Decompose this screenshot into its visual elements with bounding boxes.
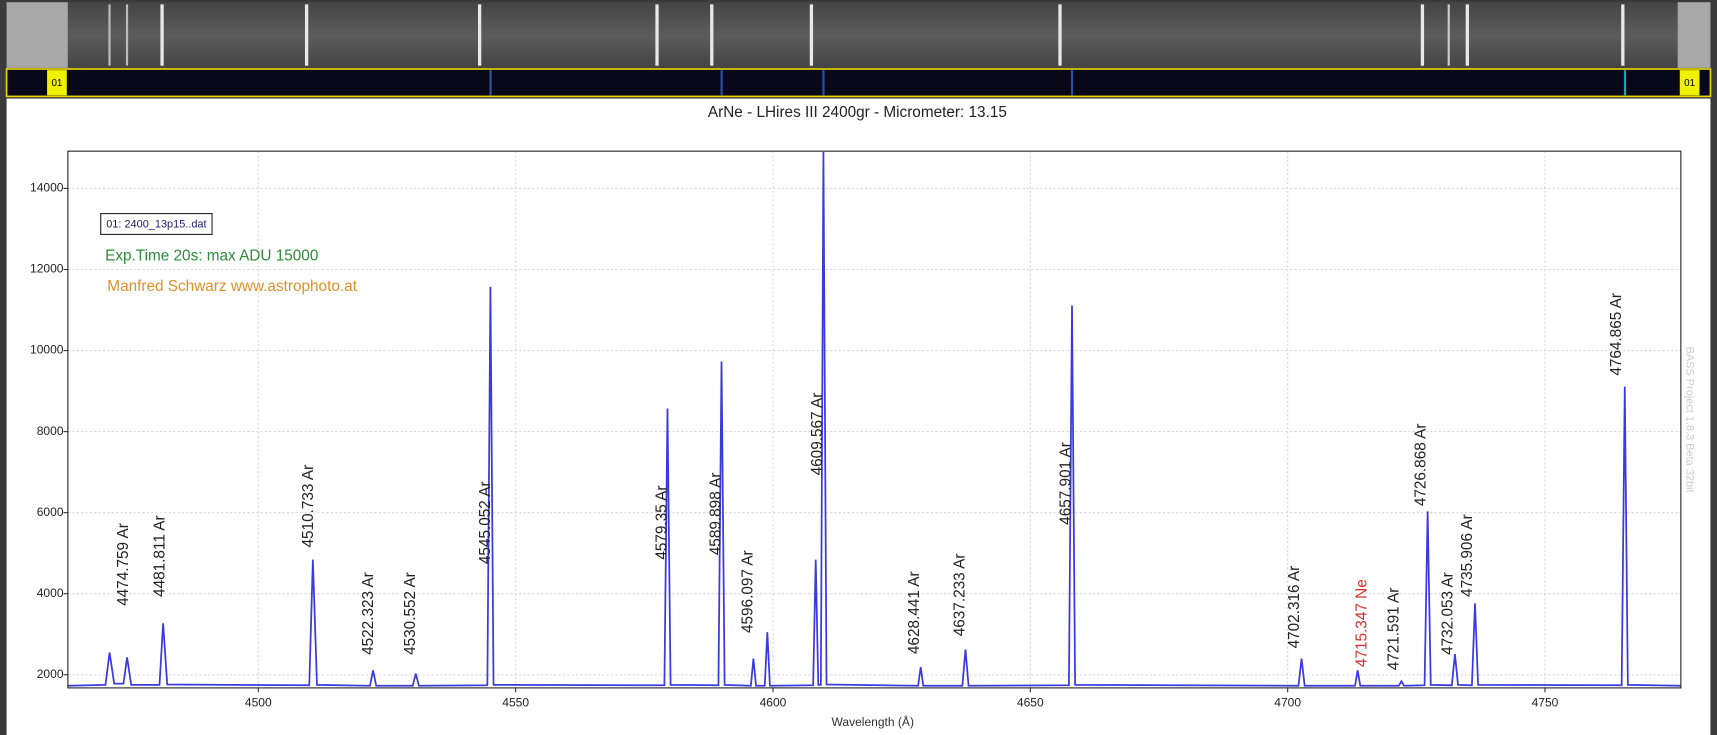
x-tick-label: 4600 [760,695,787,709]
peak-label: 4545.052 Ar [477,481,494,564]
strip-label-box [47,70,67,96]
peak-label: 4735.906 Ar [1459,514,1476,597]
spectrum-line [67,151,1681,687]
peak-label: 4474.759 Ar [115,523,132,606]
color-bar [5,68,1712,98]
peak-label: 4609.567 Ar [809,393,826,476]
peak-label: 4481.811 Ar [151,515,168,597]
strip-side [1677,2,1711,68]
spectrum-strip [67,2,1678,68]
strip-label: 01 [51,78,62,89]
peak-label: 4579.35 Ar [653,486,670,560]
peak-label: 4702.316 Ar [1286,566,1303,649]
legend-label: 01: 2400_13p15..dat [106,218,206,230]
strip-label-box [1679,70,1700,96]
x-axis-label: Wavelength (Å) [832,714,914,729]
peak-label: 4657.901 Ar [1058,442,1075,525]
x-tick-label: 4500 [245,695,272,709]
legend-box [100,213,213,235]
y-tick-label: 8000 [37,424,64,438]
peak-label: 4522.323 Ar [360,572,377,655]
peak-label: 4637.233 Ar [951,554,968,637]
strip-lines [108,4,1625,66]
peak-label: 4596.097 Ar [740,550,757,633]
y-tick-label: 12000 [30,262,64,276]
color-bar-lines [489,70,1627,96]
x-tick-label: 4650 [1017,695,1044,709]
chart-title: ArNe - LHires III 2400gr - Micrometer: 1… [708,104,1007,121]
peak-label: 4726.868 Ar [1413,423,1430,506]
peak-label: 4589.898 Ar [708,473,725,556]
peak-label: 4715.347 Ne [1353,579,1370,667]
x-tick-label: 4550 [502,695,529,709]
y-tick-label: 6000 [37,505,64,519]
peak-label: 4510.733 Ar [300,465,317,548]
peak-label: 4628.441 Ar [906,571,923,654]
plot-border [67,150,1682,689]
y-tick-label: 10000 [30,343,64,357]
peak-label: 4721.591 Ar [1385,588,1402,671]
note: Manfred Schwarz www.astrophoto.at [107,278,357,295]
peak-label: 4530.552 Ar [402,572,419,655]
peak-label: 4732.053 Ar [1439,572,1456,655]
strip-side [6,2,68,68]
strip-label: 01 [1684,78,1695,89]
y-tick-label: 14000 [30,181,64,195]
x-tick-label: 4700 [1274,695,1301,709]
watermark: BASS Project 1.8.3 Beta 32bit [1684,347,1696,493]
peak-label: 4764.865 Ar [1608,293,1625,376]
x-tick-label: 4750 [1532,695,1559,709]
chart-panel [6,98,1711,735]
note: Exp.Time 20s: max ADU 15000 [105,247,318,264]
y-tick-label: 4000 [37,586,64,600]
y-tick-label: 2000 [37,667,64,681]
